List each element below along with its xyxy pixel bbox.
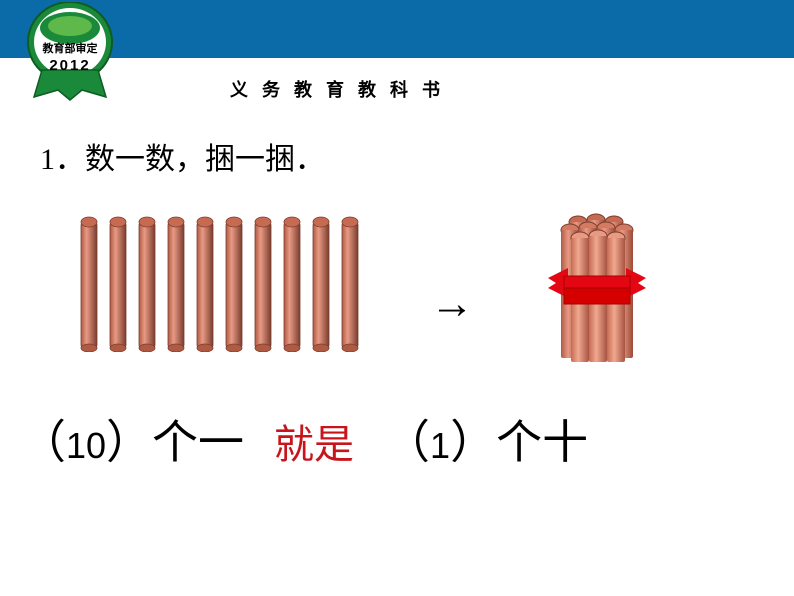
answer-value-1: 10: [66, 425, 106, 467]
connector: 就是: [274, 412, 354, 470]
subtitle: 义务教育教科书: [230, 76, 454, 102]
badge-text: 教育部审定: [42, 41, 98, 55]
unit-1: 个一: [152, 406, 244, 472]
paren-open-1: （: [20, 406, 66, 472]
stick: [138, 216, 156, 352]
stick: [283, 216, 301, 352]
stick: [196, 216, 214, 352]
stick: [312, 216, 330, 352]
arrow-icon: →: [430, 278, 474, 329]
paren-close-2: ）: [450, 406, 496, 472]
stick: [225, 216, 243, 352]
stick: [80, 216, 98, 352]
question-number: 1．: [40, 143, 85, 176]
unit-2: 个十: [496, 406, 588, 472]
paren-open-2: （: [384, 406, 430, 472]
badge-year: 2012: [49, 57, 90, 74]
stick: [109, 216, 127, 352]
paren-close-1: ）: [106, 406, 152, 472]
stick-bundle: [540, 200, 660, 370]
stick: [341, 216, 359, 352]
question-text: 1．数一数，捆一捆．: [40, 134, 325, 178]
loose-sticks-group: [80, 216, 359, 352]
approval-badge: 教育部审定 2012: [20, 2, 120, 102]
stick: [254, 216, 272, 352]
question-body: 数一数，捆一捆．: [85, 143, 325, 176]
answer-line: （ 10 ） 个一 就是 （ 1 ） 个十: [20, 406, 588, 472]
stick: [167, 216, 185, 352]
answer-value-2: 1: [430, 425, 450, 467]
